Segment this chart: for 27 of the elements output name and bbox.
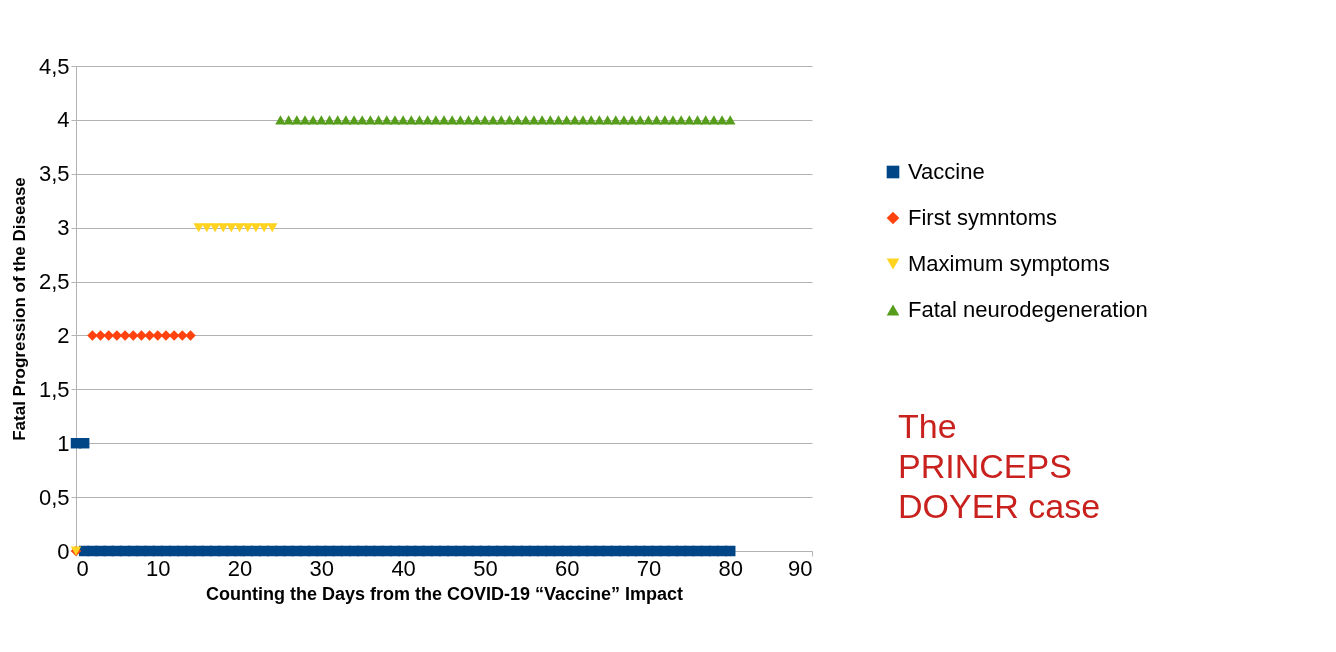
x-tick-label: 50 bbox=[473, 555, 498, 581]
y-tick-label: 2,5 bbox=[38, 269, 70, 295]
y-tick-label: 1,5 bbox=[38, 376, 70, 402]
y-tick-label: 3,5 bbox=[38, 161, 70, 187]
legend-label: Maximum symptoms bbox=[908, 251, 1110, 276]
text: The PRINCEPS DOYER case bbox=[898, 407, 1101, 525]
x-tick-label: 70 bbox=[636, 555, 662, 581]
x-tick-label: 90 bbox=[788, 555, 813, 581]
legend-label: Vaccine bbox=[908, 159, 985, 184]
legend-label: Fatal neurodegeneration bbox=[908, 297, 1148, 322]
x-tick-label: 40 bbox=[391, 555, 416, 581]
y-tick-label: 4,5 bbox=[38, 53, 70, 79]
x-tick-label: 20 bbox=[227, 555, 253, 581]
y-axis-title: Fatal Progression of the Disease bbox=[9, 177, 29, 441]
y-tick-label: 4 bbox=[57, 107, 70, 133]
x-tick-label: 30 bbox=[309, 555, 335, 581]
x-tick-label: 80 bbox=[718, 555, 743, 581]
x-tick-label: 60 bbox=[554, 555, 580, 581]
x-tick-label: 10 bbox=[146, 555, 171, 581]
x-tick-label: 0 bbox=[76, 555, 89, 581]
legend-label: First symntoms bbox=[908, 205, 1058, 230]
y-tick-label: 0 bbox=[57, 538, 70, 564]
y-tick-label: 1 bbox=[57, 430, 70, 456]
y-tick-label: 0,5 bbox=[38, 484, 70, 510]
y-tick-label: 3 bbox=[57, 215, 70, 241]
y-tick-label: 2 bbox=[57, 322, 70, 348]
x-axis-title: Counting the Days from the COVID-19 “Vaccine” Impact bbox=[205, 583, 684, 604]
